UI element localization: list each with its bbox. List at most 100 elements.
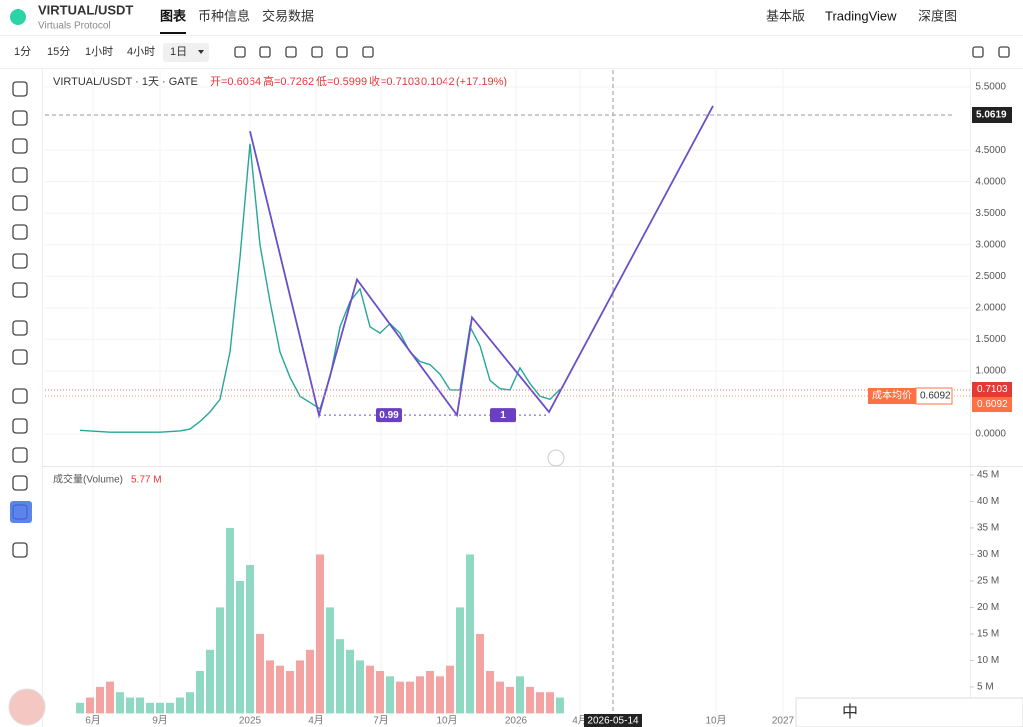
x-tick-label: 9月 bbox=[152, 715, 168, 727]
drawing-tool[interactable] bbox=[12, 542, 28, 558]
drawing-tool[interactable] bbox=[12, 388, 28, 404]
volume-bar bbox=[526, 686, 534, 714]
volume-bar bbox=[386, 676, 394, 714]
tab[interactable]: 图表 bbox=[160, 8, 187, 23]
volume-bar bbox=[426, 671, 434, 714]
avg-tag-box bbox=[915, 387, 953, 405]
drawing-tool[interactable] bbox=[12, 282, 28, 298]
price-tag-text: 0.6092 bbox=[977, 399, 1008, 410]
symbol-name: Virtuals Protocol bbox=[38, 21, 111, 32]
drawing-tool[interactable] bbox=[12, 320, 28, 336]
volume-bar bbox=[136, 697, 144, 714]
volume-bar bbox=[306, 649, 314, 714]
legend-low: 低=0.5999 bbox=[316, 75, 367, 88]
avg-tag-value: 0.6092 bbox=[920, 391, 951, 402]
tool-icon[interactable] bbox=[336, 46, 348, 58]
interval[interactable]: 1分 bbox=[14, 45, 31, 58]
volume-bar bbox=[146, 702, 154, 714]
volume-bar bbox=[96, 686, 104, 714]
view-tab[interactable]: 基本版 bbox=[766, 8, 805, 23]
x-tick-label: 4月 bbox=[308, 715, 324, 727]
y-tick-label: 5.5000 bbox=[975, 82, 1006, 93]
legend-symbol: VIRTUAL/USDT · 1天 · GATE bbox=[53, 76, 198, 88]
volume-title: 成交量(Volume) bbox=[53, 473, 123, 486]
drawing-tool[interactable] bbox=[12, 167, 28, 183]
tool-icon[interactable] bbox=[362, 46, 374, 58]
y-tick-label: 10 M bbox=[977, 655, 999, 666]
y-tick-label: 4.5000 bbox=[975, 145, 1006, 156]
volume-bar bbox=[376, 671, 384, 714]
volume-bar bbox=[326, 607, 334, 714]
volume-bar bbox=[276, 665, 284, 714]
pattern-label: 0.99 bbox=[379, 410, 399, 421]
volume-bar bbox=[476, 633, 484, 714]
volume-bar bbox=[346, 649, 354, 714]
legend-close: 收=0.7103 bbox=[369, 74, 420, 88]
interval[interactable]: 4小时 bbox=[127, 45, 155, 58]
logo bbox=[10, 9, 26, 25]
x-tick-label: 7月 bbox=[373, 715, 389, 727]
volume-bar bbox=[496, 681, 504, 714]
drawing-tool[interactable] bbox=[12, 138, 28, 154]
avg-tag bbox=[868, 388, 916, 404]
y-tick-label: 3.0000 bbox=[975, 239, 1006, 250]
drawing-tool[interactable] bbox=[12, 195, 28, 211]
interval[interactable]: 1日 bbox=[170, 46, 187, 58]
volume-bar bbox=[336, 639, 344, 714]
interval-active bbox=[163, 43, 209, 62]
drawing-tool[interactable] bbox=[12, 81, 28, 97]
tool-active bbox=[10, 501, 32, 523]
tab[interactable]: 币种信息 bbox=[198, 8, 250, 23]
volume-bar bbox=[116, 692, 124, 714]
volume-bar bbox=[406, 681, 414, 714]
drawing-tool[interactable] bbox=[12, 110, 28, 126]
drawing-tool[interactable] bbox=[12, 418, 28, 434]
volume-bar bbox=[226, 527, 234, 714]
y-tick-label: 30 M bbox=[977, 549, 999, 560]
price-tag bbox=[972, 107, 1012, 123]
legend-change-pct: (+17.19%) bbox=[456, 76, 507, 88]
pattern-label-box bbox=[376, 408, 402, 423]
symbol[interactable]: VIRTUAL/USDT bbox=[38, 2, 133, 17]
tool-icon[interactable] bbox=[998, 46, 1010, 58]
x-tick-label: 4月 bbox=[572, 715, 588, 727]
x-tick-label: 2025 bbox=[239, 716, 262, 727]
volume-bar bbox=[316, 554, 324, 714]
drawing-tool[interactable] bbox=[12, 349, 28, 365]
tool-icon[interactable] bbox=[972, 46, 984, 58]
price-tag bbox=[972, 397, 1012, 412]
volume-bar bbox=[176, 697, 184, 714]
interval[interactable]: 1小时 bbox=[85, 45, 113, 58]
volume-bar bbox=[256, 633, 264, 714]
view-tab[interactable]: TradingView bbox=[825, 8, 897, 23]
ime-text[interactable]: 中 bbox=[842, 703, 858, 721]
volume-bar bbox=[156, 702, 164, 714]
volume-bar bbox=[106, 681, 114, 714]
y-tick-label: 45 M bbox=[977, 470, 999, 481]
tool-icon[interactable] bbox=[285, 46, 297, 58]
tool-icon[interactable] bbox=[311, 46, 323, 58]
legend-high: 高=0.7262 bbox=[263, 74, 314, 88]
drawing-tool[interactable] bbox=[12, 447, 28, 463]
interval[interactable]: 15分 bbox=[47, 45, 70, 58]
drawing-tool[interactable] bbox=[12, 253, 28, 269]
y-tick-label: 15 M bbox=[977, 629, 999, 640]
volume-last: 5.77 M bbox=[131, 475, 162, 486]
tool-icon[interactable] bbox=[234, 46, 246, 58]
y-tick-label: 2.0000 bbox=[975, 303, 1006, 314]
tool-icon[interactable] bbox=[259, 46, 271, 58]
volume-bar bbox=[366, 665, 374, 714]
drawing-tool[interactable] bbox=[12, 475, 28, 491]
y-tick-label: 2.5000 bbox=[975, 271, 1006, 282]
y-tick-label: 5 M bbox=[977, 682, 994, 693]
pattern-label: 1 bbox=[500, 410, 506, 421]
view-tab[interactable]: 深度图 bbox=[918, 8, 957, 23]
tab[interactable]: 交易数据 bbox=[262, 8, 314, 23]
volume-bar bbox=[76, 702, 84, 714]
volume-bar bbox=[126, 697, 134, 714]
ai-badge bbox=[547, 449, 565, 467]
avg-tag-label: 成本均价 bbox=[872, 389, 912, 402]
drawing-tool[interactable] bbox=[12, 224, 28, 240]
